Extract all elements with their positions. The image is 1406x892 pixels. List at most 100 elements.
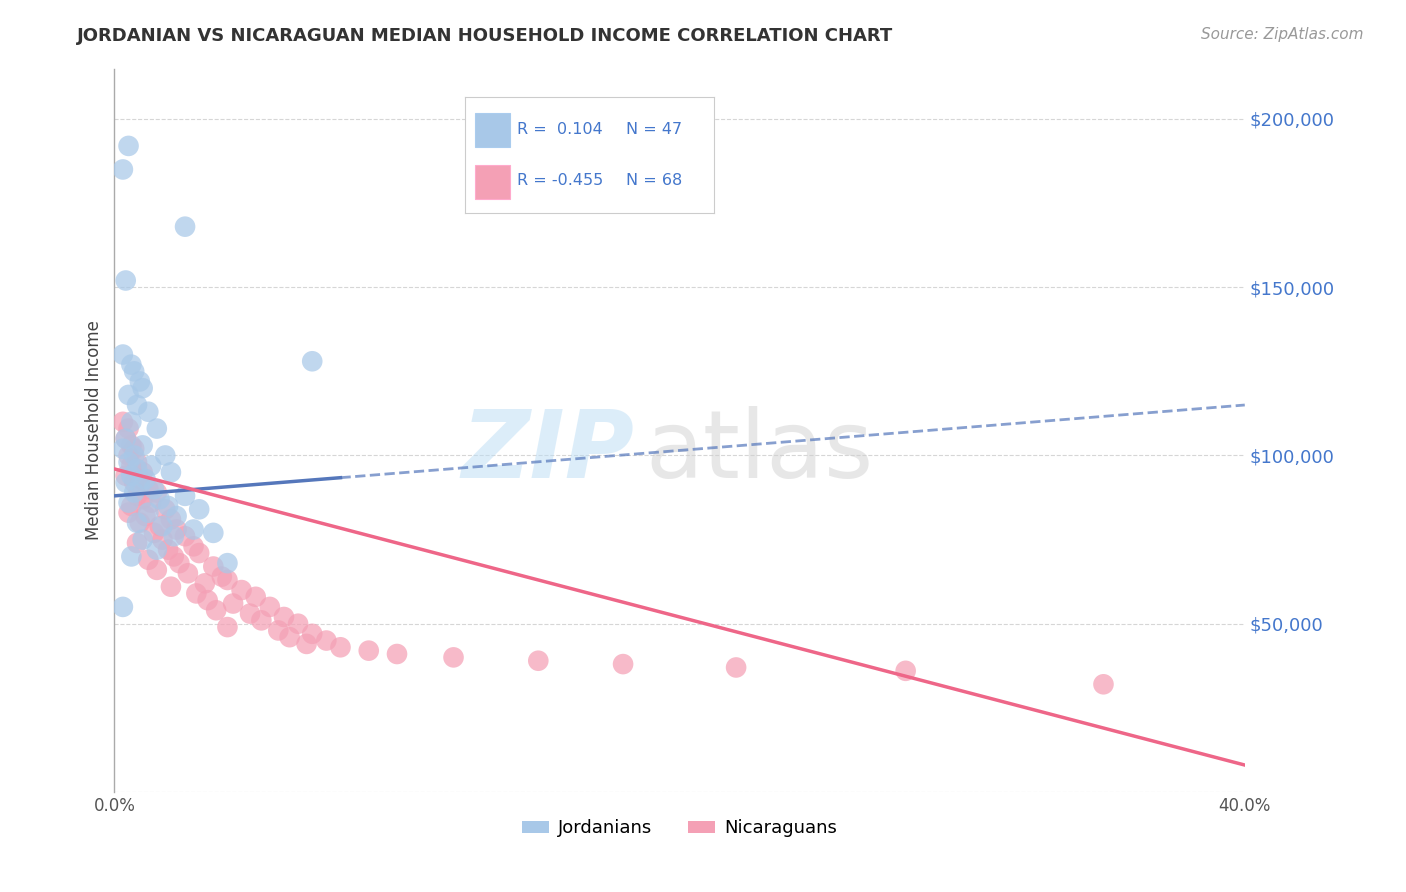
Point xyxy=(120,358,142,372)
Point xyxy=(114,475,136,490)
Point xyxy=(120,549,142,564)
Point xyxy=(194,576,217,591)
Point xyxy=(160,580,183,594)
Point xyxy=(527,654,550,668)
Point xyxy=(188,502,211,516)
Point xyxy=(287,616,309,631)
Point xyxy=(160,512,183,526)
Point xyxy=(166,509,188,524)
Point xyxy=(250,613,273,627)
Point xyxy=(128,472,150,486)
Point xyxy=(125,536,148,550)
Point xyxy=(146,421,169,435)
Point xyxy=(174,489,197,503)
Point xyxy=(122,364,145,378)
Point xyxy=(273,610,295,624)
Point xyxy=(120,499,142,513)
Point xyxy=(111,415,134,429)
Point xyxy=(111,347,134,361)
Point xyxy=(141,495,163,509)
Point xyxy=(120,415,142,429)
Point xyxy=(111,162,134,177)
Text: JORDANIAN VS NICARAGUAN MEDIAN HOUSEHOLD INCOME CORRELATION CHART: JORDANIAN VS NICARAGUAN MEDIAN HOUSEHOLD… xyxy=(77,27,894,45)
Point xyxy=(114,468,136,483)
Legend: Jordanians, Nicaraguans: Jordanians, Nicaraguans xyxy=(515,812,845,845)
Point xyxy=(163,549,186,564)
Point xyxy=(157,499,180,513)
Point xyxy=(152,519,174,533)
Point xyxy=(725,660,748,674)
Point xyxy=(114,432,136,446)
Text: Source: ZipAtlas.com: Source: ZipAtlas.com xyxy=(1201,27,1364,42)
Point xyxy=(125,398,148,412)
Point xyxy=(125,489,148,503)
Point xyxy=(117,139,139,153)
Point xyxy=(301,354,323,368)
Point xyxy=(222,597,245,611)
Point xyxy=(131,438,153,452)
Point xyxy=(329,640,352,655)
Point xyxy=(152,533,174,547)
Point xyxy=(131,492,153,507)
Point xyxy=(205,603,228,617)
Y-axis label: Median Household Income: Median Household Income xyxy=(86,320,103,541)
Point xyxy=(231,583,253,598)
Point xyxy=(136,506,159,520)
Point xyxy=(117,388,139,402)
Point xyxy=(146,542,169,557)
Point xyxy=(114,432,136,446)
Point xyxy=(131,381,153,395)
Point xyxy=(301,627,323,641)
Point xyxy=(443,650,465,665)
Point xyxy=(117,421,139,435)
Point xyxy=(259,599,281,614)
Point xyxy=(217,556,239,570)
Point xyxy=(1092,677,1115,691)
Point xyxy=(117,506,139,520)
Point xyxy=(183,539,205,553)
Point xyxy=(128,375,150,389)
Point xyxy=(117,495,139,509)
Point xyxy=(122,485,145,500)
Point xyxy=(612,657,634,672)
Point xyxy=(136,482,159,496)
Point xyxy=(239,607,262,621)
Point xyxy=(134,472,156,486)
Point xyxy=(357,643,380,657)
Point xyxy=(122,442,145,456)
Point xyxy=(169,556,191,570)
Point xyxy=(117,455,139,469)
Point xyxy=(125,455,148,469)
Point xyxy=(128,479,150,493)
Point xyxy=(134,509,156,524)
Point xyxy=(131,465,153,479)
Point xyxy=(186,586,208,600)
Point xyxy=(131,533,153,547)
Point xyxy=(120,468,142,483)
Point xyxy=(174,219,197,234)
Point xyxy=(146,485,169,500)
Point xyxy=(122,449,145,463)
Text: ZIP: ZIP xyxy=(461,406,634,498)
Point xyxy=(385,647,408,661)
Point xyxy=(188,546,211,560)
Point xyxy=(120,458,142,473)
Point xyxy=(295,637,318,651)
Point xyxy=(217,620,239,634)
Point xyxy=(136,553,159,567)
Point xyxy=(128,516,150,530)
Point xyxy=(111,599,134,614)
Point xyxy=(166,523,188,537)
Point xyxy=(125,516,148,530)
Point xyxy=(136,405,159,419)
Point xyxy=(143,525,166,540)
Point xyxy=(125,462,148,476)
Point xyxy=(155,502,177,516)
Point xyxy=(122,475,145,490)
Point xyxy=(157,542,180,557)
Text: atlas: atlas xyxy=(645,406,875,498)
Point xyxy=(117,449,139,463)
Point xyxy=(146,563,169,577)
Point xyxy=(149,492,172,507)
Point xyxy=(217,573,239,587)
